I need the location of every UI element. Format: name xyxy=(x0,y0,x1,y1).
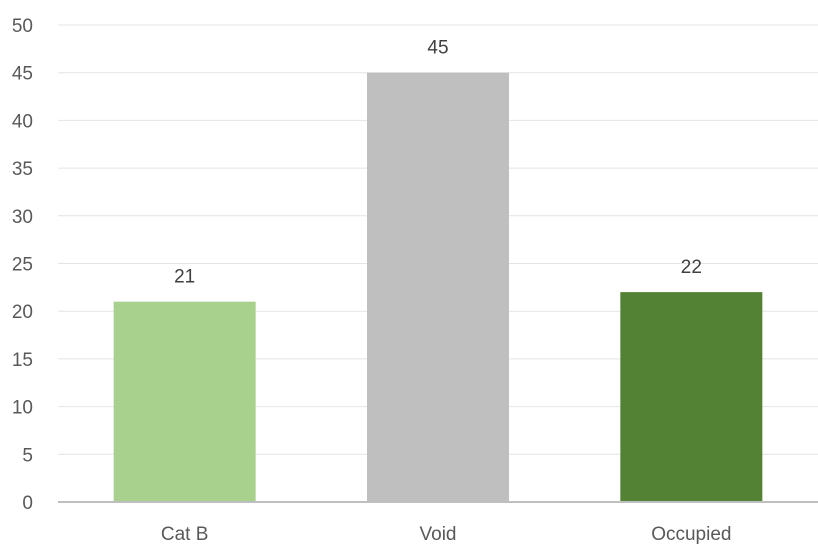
data-label: 22 xyxy=(681,257,702,278)
bar-cat-b xyxy=(114,302,256,502)
data-label: 21 xyxy=(174,267,195,288)
y-tick-label: 30 xyxy=(12,207,33,228)
y-tick-label: 50 xyxy=(12,16,33,37)
x-category-label: Occupied xyxy=(651,524,731,545)
y-axis-ticks: 0 5 10 15 20 25 30 35 40 45 50 xyxy=(12,16,33,514)
x-category-label: Cat B xyxy=(161,524,209,545)
y-tick-label: 10 xyxy=(12,398,33,419)
data-label: 45 xyxy=(427,38,448,59)
x-category-label: Void xyxy=(420,524,457,545)
x-axis-categories: Cat B Void Occupied xyxy=(161,524,732,545)
y-tick-label: 0 xyxy=(22,493,33,514)
y-tick-label: 25 xyxy=(12,255,33,276)
y-tick-label: 45 xyxy=(12,64,33,85)
y-tick-label: 15 xyxy=(12,350,33,371)
y-tick-label: 35 xyxy=(12,159,33,180)
y-tick-label: 5 xyxy=(22,445,33,466)
bar-occupied xyxy=(620,292,762,502)
y-tick-label: 40 xyxy=(12,111,33,132)
y-tick-label: 20 xyxy=(12,302,33,323)
bar-void xyxy=(367,73,509,502)
bars xyxy=(114,73,763,502)
